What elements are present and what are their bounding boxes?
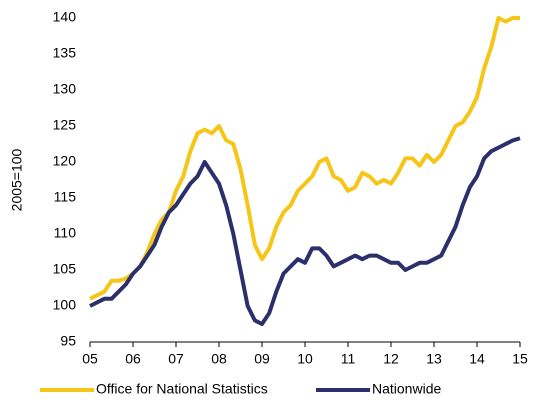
x-tick-label: 07 bbox=[168, 351, 184, 367]
x-tick-label: 14 bbox=[469, 351, 485, 367]
x-tick-label: 08 bbox=[211, 351, 227, 367]
legend-label: Nationwide bbox=[372, 381, 441, 397]
y-tick-label: 120 bbox=[53, 153, 77, 169]
y-tick-label: 95 bbox=[60, 333, 76, 349]
y-tick-label: 115 bbox=[54, 189, 77, 205]
x-tick-label: 11 bbox=[341, 351, 356, 367]
x-tick-label: 09 bbox=[254, 351, 270, 367]
y-tick-label: 110 bbox=[54, 225, 77, 241]
line-series bbox=[89, 16, 520, 301]
y-tick-label: 135 bbox=[53, 45, 77, 61]
y-tick-label: 130 bbox=[53, 81, 77, 97]
y-tick-label: 105 bbox=[53, 261, 77, 277]
legend-label: Office for National Statistics bbox=[96, 381, 268, 397]
x-tick-label: 13 bbox=[426, 351, 442, 367]
line-series bbox=[89, 136, 521, 326]
x-tick-label: 15 bbox=[512, 351, 528, 367]
y-tick-label: 140 bbox=[53, 9, 77, 25]
x-tick-label: 05 bbox=[82, 351, 98, 367]
x-tick-label: 06 bbox=[125, 351, 141, 367]
y-axis-label: 2005=100 bbox=[9, 148, 25, 211]
y-tick-label: 125 bbox=[53, 117, 77, 133]
x-tick-label: 10 bbox=[297, 351, 313, 367]
x-tick-label: 12 bbox=[383, 351, 399, 367]
y-tick-label: 100 bbox=[53, 297, 77, 313]
